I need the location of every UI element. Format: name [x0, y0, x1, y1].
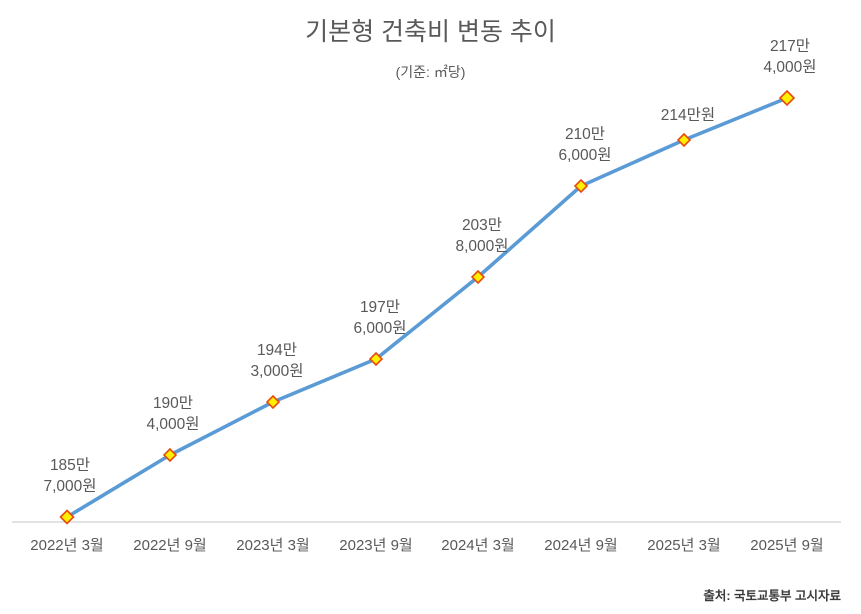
data-point-label-line1: 217만	[769, 38, 811, 55]
data-point-label-line1: 190만	[152, 395, 194, 412]
data-point-label: 197만 6,000원	[353, 297, 406, 340]
data-point-marker[interactable]	[162, 447, 178, 463]
data-point-label-line1: 185만	[49, 457, 91, 474]
data-point-label-line1: 214만원	[660, 107, 716, 124]
source-note: 출처: 국토교통부 고시자료	[703, 589, 841, 603]
data-point-label: 185만 7,000원	[43, 455, 96, 498]
data-point-label: 190만 4,000원	[146, 393, 199, 436]
data-point-label-line1: 197만	[359, 299, 401, 316]
series-line-basic-construction-cost	[65, 96, 789, 519]
data-point-marker[interactable]	[265, 394, 281, 410]
data-point-label-line1: 210만	[564, 126, 606, 143]
data-point-marker[interactable]	[778, 89, 796, 107]
x-axis-tick-label: 2022년 9월	[133, 537, 207, 554]
x-axis-tick-label: 2025년 3월	[647, 537, 721, 554]
data-point-label-line2: 4,000원	[763, 59, 817, 77]
data-point-label-line2: 7,000원	[43, 478, 97, 496]
x-axis-tick-label: 2024년 3월	[441, 537, 515, 554]
data-point-label: 210만 6,000원	[558, 124, 611, 167]
data-point-label: 217만 4,000원	[763, 36, 816, 79]
data-point-label: 214만원	[661, 105, 715, 126]
data-point-label-line1: 194만	[256, 342, 298, 359]
data-point-marker[interactable]	[470, 269, 486, 285]
data-point-label-line2: 6,000원	[558, 147, 612, 165]
x-axis-tick-label: 2023년 9월	[339, 537, 413, 554]
data-point-marker[interactable]	[676, 132, 692, 148]
data-point-marker[interactable]	[59, 509, 75, 525]
x-axis-tick-label: 2025년 9월	[750, 537, 824, 554]
x-axis-tick-label: 2022년 3월	[30, 537, 104, 554]
data-point-label-line2: 8,000원	[455, 238, 509, 256]
data-point-label: 203만 8,000원	[455, 215, 508, 258]
data-point-label: 194만 3,000원	[250, 340, 303, 383]
data-point-marker[interactable]	[368, 351, 384, 367]
data-point-label-line2: 6,000원	[353, 320, 407, 338]
data-point-markers	[59, 89, 796, 525]
chart-subtitle: (기준: ㎡당)	[395, 64, 466, 80]
x-axis-tick-label: 2023년 3월	[236, 537, 310, 554]
data-point-label-line2: 3,000원	[250, 363, 304, 381]
data-point-label-line1: 203만	[461, 217, 503, 234]
data-point-marker[interactable]	[573, 178, 589, 194]
chart-title: 기본형 건축비 변동 추이	[305, 18, 556, 46]
x-axis-tick-label: 2024년 9월	[544, 537, 618, 554]
data-point-label-line2: 4,000원	[146, 416, 200, 434]
